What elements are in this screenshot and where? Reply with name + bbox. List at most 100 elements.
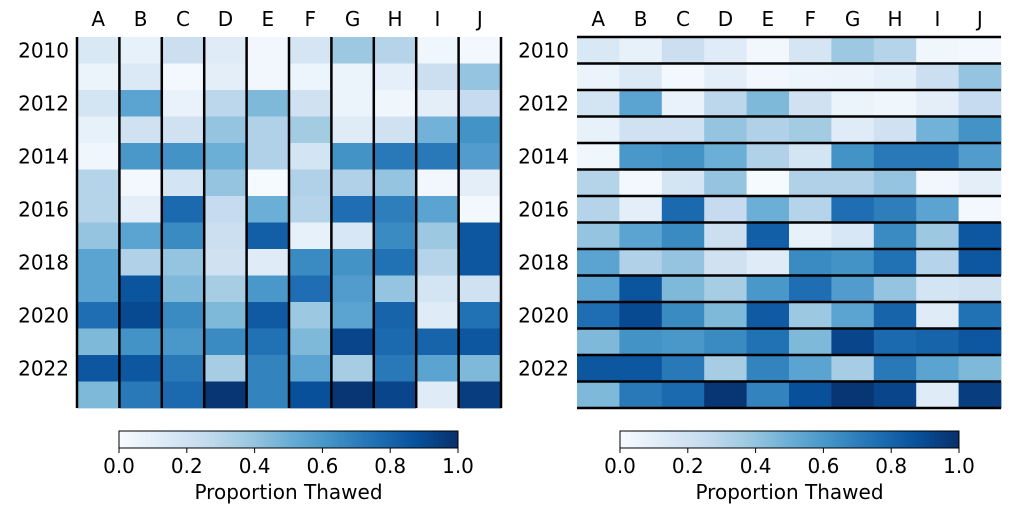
column-label-C: C <box>676 7 690 31</box>
row-tick-label-2022: 2022 <box>518 356 569 380</box>
heatmap-cell-2017-I <box>416 222 459 250</box>
heatmap-cell-2019-I <box>916 275 959 303</box>
heatmap-cell-2020-A <box>577 302 620 329</box>
heatmap-cell-2016-G <box>331 196 375 223</box>
heatmap-cell-2016-D <box>704 196 747 223</box>
heatmap-cell-2020-E <box>746 302 790 329</box>
colorbar-tick-label: 0.0 <box>103 454 135 478</box>
heatmap-cell-2013-H <box>373 116 417 144</box>
heatmap-cell-2022-F <box>789 355 832 382</box>
heatmap-cell-2023-H <box>873 381 917 409</box>
row-tick-label-2016: 2016 <box>18 197 69 221</box>
column-label-G: G <box>845 7 861 31</box>
heatmap-cell-2015-D <box>204 169 247 197</box>
heatmap-cell-2015-F <box>789 169 832 197</box>
heatmap-cell-2014-G <box>331 143 375 170</box>
heatmap-cell-2011-I <box>416 63 459 91</box>
heatmap-cell-2012-H <box>373 90 417 117</box>
heatmap-cell-2017-H <box>873 222 917 250</box>
heatmap-cell-2022-A <box>577 355 620 382</box>
heatmap-cell-2015-E <box>246 169 290 197</box>
heatmap-cell-2013-G <box>831 116 875 144</box>
heatmap-cell-2022-E <box>746 355 790 382</box>
heatmap-cell-2017-D <box>704 222 747 250</box>
column-label-H: H <box>387 7 402 31</box>
heatmap-cell-2011-C <box>161 63 205 91</box>
heatmap-cell-2022-G <box>331 355 375 382</box>
heatmap-cell-2022-D <box>704 355 747 382</box>
heatmap-cell-2012-E <box>246 90 290 117</box>
row-tick-label-2018: 2018 <box>518 250 569 274</box>
heatmap-cell-2015-C <box>161 169 205 197</box>
heatmap-cell-2014-G <box>831 143 875 170</box>
heatmap-cell-2010-D <box>704 37 747 64</box>
heatmap-cell-2011-B <box>119 63 163 91</box>
heatmap-cell-2011-E <box>246 63 290 91</box>
heatmap-cell-2020-F <box>289 302 332 329</box>
heatmap-cell-2012-D <box>204 90 247 117</box>
heatmap-cell-2021-H <box>373 328 417 356</box>
heatmap-cell-2014-H <box>373 143 417 170</box>
heatmap-cell-2010-E <box>246 37 290 64</box>
heatmap-cell-2017-E <box>746 222 790 250</box>
heatmap-cell-2023-E <box>246 381 290 409</box>
row-tick-label-2012: 2012 <box>518 91 569 115</box>
heatmap-cell-2011-E <box>746 63 790 91</box>
heatmap-cell-2017-I <box>916 222 959 250</box>
heatmap-cell-2010-I <box>416 37 459 64</box>
heatmap-cell-2023-C <box>661 381 705 409</box>
heatmap-cell-2013-I <box>416 116 459 144</box>
row-tick-label-2010: 2010 <box>18 38 69 62</box>
heatmap-cell-2018-D <box>704 249 747 276</box>
heatmap-cell-2021-I <box>416 328 459 356</box>
heatmap-cell-2011-H <box>873 63 917 91</box>
heatmap-cell-2018-B <box>619 249 663 276</box>
heatmap-cell-2015-C <box>661 169 705 197</box>
heatmap-cell-2010-A <box>77 37 120 64</box>
row-tick-label-2012: 2012 <box>18 91 69 115</box>
heatmap-cell-2016-J <box>958 196 1002 223</box>
heatmap-cell-2016-H <box>873 196 917 223</box>
heatmap-cell-2018-H <box>373 249 417 276</box>
colorbar <box>619 430 960 449</box>
column-label-B: B <box>134 7 148 31</box>
heatmap-cell-2017-E <box>246 222 290 250</box>
heatmap-cell-2017-J <box>958 222 1002 250</box>
heatmap-cell-2011-C <box>661 63 705 91</box>
heatmap-cell-2013-J <box>958 116 1002 144</box>
colorbar-label: Proportion Thawed <box>194 480 382 504</box>
heatmap-cell-2014-J <box>958 143 1002 170</box>
heatmap-cell-2017-B <box>619 222 663 250</box>
heatmap-cell-2020-D <box>704 302 747 329</box>
row-tick-label-2010: 2010 <box>518 38 569 62</box>
heatmap-cell-2016-H <box>373 196 417 223</box>
row-tick-label-2014: 2014 <box>18 144 69 168</box>
heatmap-cell-2015-G <box>831 169 875 197</box>
heatmap-cell-2022-C <box>161 355 205 382</box>
heatmap-cell-2023-J <box>958 381 1002 409</box>
row-tick-label-2022: 2022 <box>18 356 69 380</box>
heatmap-cell-2017-A <box>577 222 620 250</box>
colorbar-tick-label: 0.2 <box>672 454 704 478</box>
heatmap-cell-2014-E <box>246 143 290 170</box>
heatmap-cell-2010-E <box>746 37 790 64</box>
colorbar-tick-label: 0.4 <box>740 454 772 478</box>
heatmap-cell-2022-G <box>831 355 875 382</box>
heatmap-cell-2021-C <box>161 328 205 356</box>
heatmap-cell-2018-G <box>331 249 375 276</box>
heatmap-cell-2014-D <box>204 143 247 170</box>
heatmap-cell-2016-C <box>161 196 205 223</box>
heatmap-cell-2014-C <box>161 143 205 170</box>
heatmap-cell-2015-A <box>77 169 120 197</box>
heatmap-cell-2019-H <box>873 275 917 303</box>
heatmap-cell-2016-F <box>289 196 332 223</box>
heatmap-cell-2016-G <box>831 196 875 223</box>
heatmap-cell-2012-A <box>577 90 620 117</box>
heatmap-cell-2023-G <box>831 381 875 409</box>
colorbar-tick-label: 0.8 <box>875 454 907 478</box>
colorbar-tick-label: 1.0 <box>943 454 975 478</box>
heatmap-cell-2013-C <box>661 116 705 144</box>
heatmap-cell-2018-F <box>789 249 832 276</box>
heatmap-cell-2018-E <box>746 249 790 276</box>
heatmap-cell-2018-F <box>289 249 332 276</box>
